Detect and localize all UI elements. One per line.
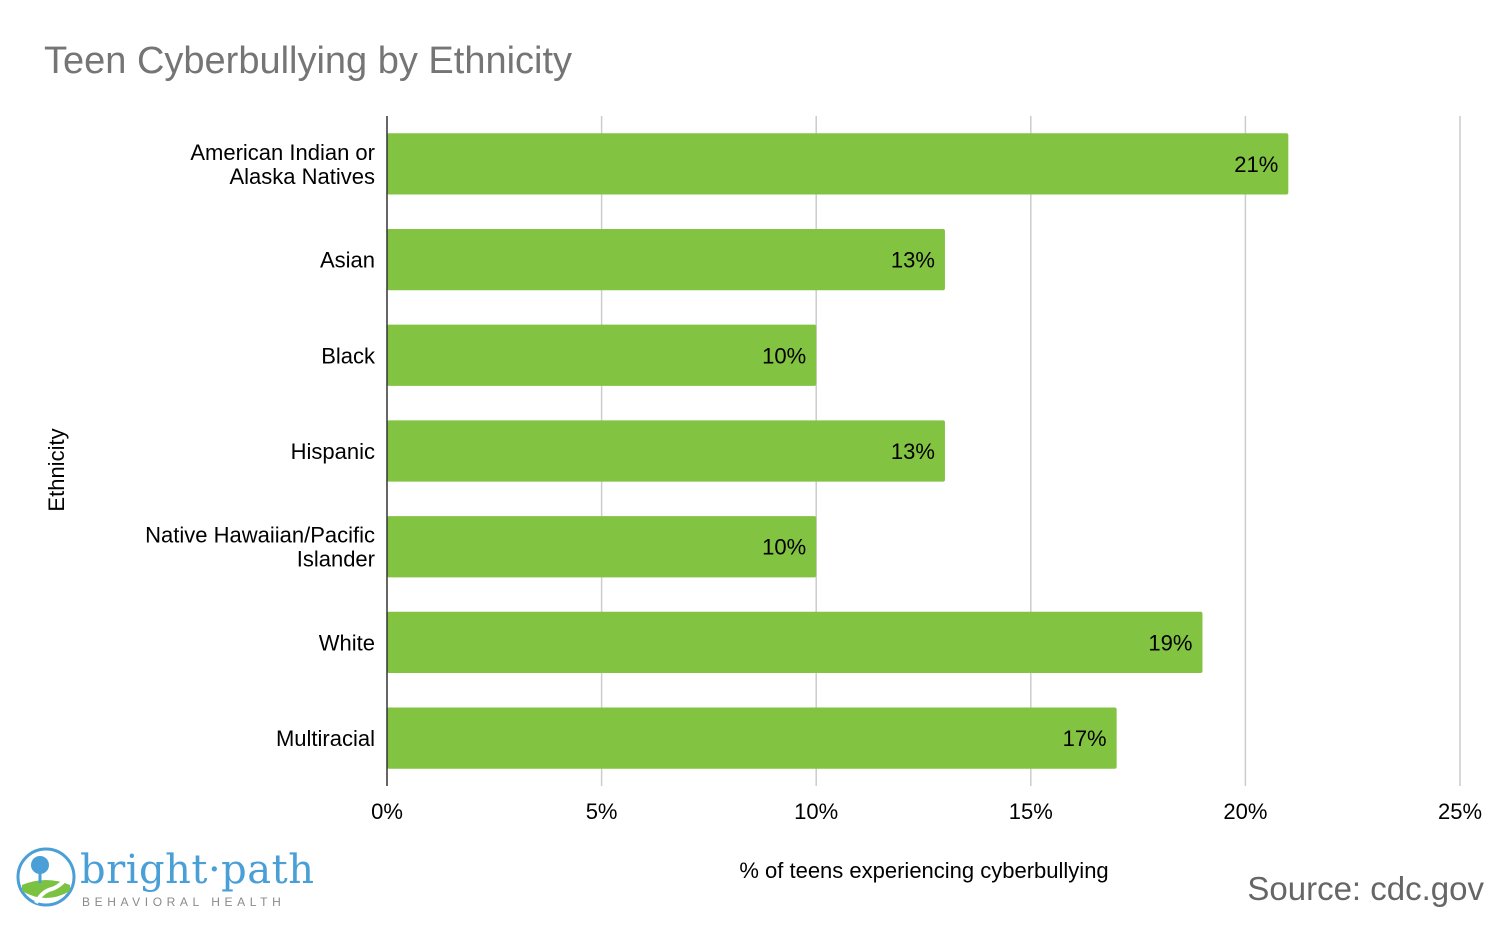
bar <box>387 133 1289 195</box>
category-label: Islander <box>297 547 375 572</box>
logo-tagline: BEHAVIORAL HEALTH <box>82 895 286 909</box>
bar-value-label: 21% <box>1234 152 1278 177</box>
category-label: Hispanic <box>291 439 375 464</box>
category-label: White <box>319 630 375 655</box>
category-label: Native Hawaiian/Pacific <box>145 523 375 548</box>
bars: 21% 13% 10% 13% 10% 19% 17% <box>387 133 1289 769</box>
logo-tree-icon <box>16 847 76 907</box>
bar-value-label: 13% <box>891 439 935 464</box>
bar-value-label: 10% <box>762 343 806 368</box>
x-axis-label: % of teens experiencing cyberbullying <box>739 858 1109 883</box>
bar <box>387 516 817 578</box>
x-tick-label: 20% <box>1223 799 1267 824</box>
category-label: Black <box>321 343 376 368</box>
x-tick-label: 15% <box>1009 799 1053 824</box>
chart-title: Teen Cyberbullying by Ethnicity <box>44 40 573 82</box>
bar <box>387 324 817 386</box>
x-tick-labels: 0% 5% 10% 15% 20% 25% <box>371 799 1482 824</box>
logo-wordmark: bright·path <box>80 847 315 893</box>
bar-value-label: 19% <box>1148 630 1192 655</box>
bar-value-label: 10% <box>762 535 806 560</box>
brand-logo: bright·path BEHAVIORAL HEALTH <box>16 845 316 915</box>
x-tick-label: 25% <box>1438 799 1482 824</box>
category-label: Asian <box>320 248 375 273</box>
x-tick-label: 10% <box>794 799 838 824</box>
bar-value-label: 17% <box>1063 726 1107 751</box>
x-tick-label: 0% <box>371 799 403 824</box>
bar-value-label: 13% <box>891 248 935 273</box>
bar <box>387 707 1117 769</box>
bar <box>387 420 945 482</box>
bar <box>387 611 1203 674</box>
category-label: Alaska Natives <box>229 164 375 189</box>
bar <box>387 228 945 291</box>
category-label: American Indian or <box>190 140 375 165</box>
source-note: Source: cdc.gov <box>1247 870 1484 907</box>
x-tick-label: 5% <box>586 799 618 824</box>
category-label: Multiracial <box>276 726 375 751</box>
